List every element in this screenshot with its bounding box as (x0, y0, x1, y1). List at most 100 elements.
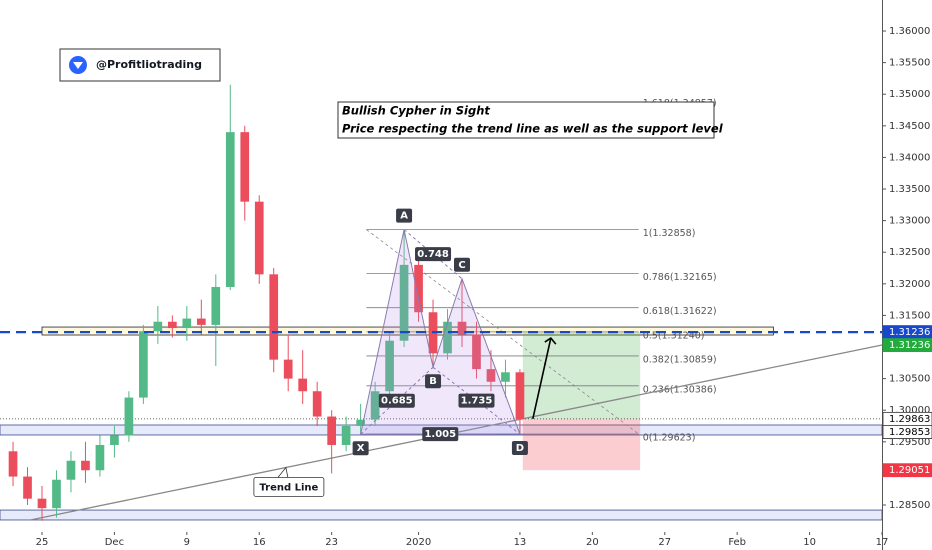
x-tick-label: 25 (36, 537, 49, 548)
y-tick-label: 1.32500 (889, 247, 930, 258)
candle-body (23, 476, 32, 499)
candle-body (341, 426, 351, 445)
x-tick-label: Feb (728, 537, 746, 548)
handle-text: @Profitliotrading (96, 58, 202, 71)
y-tick-label: 1.33500 (889, 184, 930, 195)
ratio-badge (422, 427, 459, 442)
ratio-label: 0.748 (417, 249, 449, 260)
point-label: C (458, 260, 465, 271)
candle-body (182, 318, 192, 329)
y-tick-label: 1.31500 (889, 310, 930, 321)
candle-body (298, 378, 308, 392)
candle-body (110, 435, 119, 445)
x-tick-label: 20 (586, 537, 599, 548)
ratio-label: 1.005 (424, 429, 456, 440)
callout-pointer (277, 466, 289, 478)
candle-body (139, 331, 148, 398)
profit-zone (522, 332, 641, 419)
point-badge (352, 441, 369, 456)
fib-label: 0.236(1.30386) (643, 384, 717, 395)
candle-body (399, 264, 409, 341)
candle-body (66, 460, 76, 480)
candle-body (196, 318, 206, 325)
x-tick-label: 23 (325, 537, 338, 548)
note-box (337, 101, 715, 139)
y-tick-label: 1.30000 (889, 405, 930, 416)
y-tick-label: 1.33000 (889, 216, 930, 227)
y-tick-label: 1.32000 (889, 279, 930, 290)
x-tick-label: 27 (658, 537, 671, 548)
y-tick-label: 1.28500 (889, 500, 930, 511)
price-label: 1.31236 (889, 327, 930, 338)
target-arrow (532, 337, 552, 420)
candle-body (472, 334, 481, 370)
candle-body (52, 479, 61, 509)
candle-body (327, 416, 336, 445)
candle-body (81, 460, 90, 471)
candle-body (225, 132, 235, 287)
candle-body (385, 340, 394, 392)
candle-body (414, 264, 423, 313)
point-label: D (516, 443, 524, 454)
candle-body (124, 397, 134, 436)
fib-label: 0(1.29623) (643, 433, 696, 444)
price-label-box (882, 463, 932, 478)
x-tick-label: 13 (514, 537, 527, 548)
price-label: 1.29863 (889, 414, 930, 425)
candle-body (443, 321, 452, 354)
candle-body (8, 451, 18, 477)
point-label: X (357, 443, 365, 454)
candle-body (240, 132, 250, 202)
candle-body (370, 391, 380, 420)
price-label: 1.29051 (889, 465, 930, 476)
y-tick-label: 1.35000 (889, 89, 930, 100)
plot: 1(1.32858) 0.786(1.32165) 0.618(1.31622) 0.… (0, 84, 883, 521)
x-tick-label: 2020 (406, 537, 431, 548)
y-tick-label: 1.35500 (889, 58, 930, 69)
fib-label: 0.618(1.31622) (643, 306, 717, 317)
candle-body (283, 359, 293, 379)
point-badge (454, 257, 470, 272)
point-badge (396, 208, 413, 223)
x-tick-label: Dec (105, 537, 124, 548)
candle-body (457, 321, 467, 335)
x-tick-label: 16 (253, 537, 266, 548)
y-tick-label: 1.29500 (889, 437, 930, 448)
candle-body (95, 444, 105, 471)
candle-body (312, 391, 322, 417)
ratio-label: 0.685 (381, 396, 413, 407)
candle-body (515, 372, 525, 420)
ratio-label: 1.735 (461, 396, 493, 407)
callout-text: Trend Line (259, 482, 318, 493)
ratio-badge (415, 247, 452, 262)
ratio-badge (458, 393, 495, 408)
x-tick-label: 10 (803, 537, 816, 548)
y-tick-label: 1.30500 (889, 374, 930, 385)
fib-label: 0.5(1.31240) (643, 330, 705, 341)
candle-body (356, 419, 365, 427)
point-label: B (429, 376, 437, 387)
candle-body (153, 321, 163, 332)
candle-body (37, 498, 47, 509)
y-tick-label: 1.34000 (889, 152, 930, 163)
target-arrow-head (544, 337, 557, 345)
candle-body (254, 201, 264, 275)
callout-box (253, 477, 325, 497)
point-badge (425, 374, 442, 389)
point-label: A (400, 211, 408, 222)
support-zone (0, 509, 883, 521)
price-axis-bg (882, 0, 932, 550)
chart-title: Bullish Cypher in Sight (342, 104, 490, 118)
loss-zone (522, 418, 641, 471)
price-label: 1.29853 (889, 427, 930, 438)
y-tick-label: 1.34500 (889, 121, 930, 132)
price-label-box (882, 338, 932, 353)
candle-body (486, 369, 496, 382)
x-tick-label: 17 (876, 537, 889, 548)
ratio-badge (378, 393, 415, 408)
x-tick-label: 9 (184, 537, 190, 548)
candle-body (269, 274, 279, 360)
handle-icon-mark (73, 62, 83, 69)
